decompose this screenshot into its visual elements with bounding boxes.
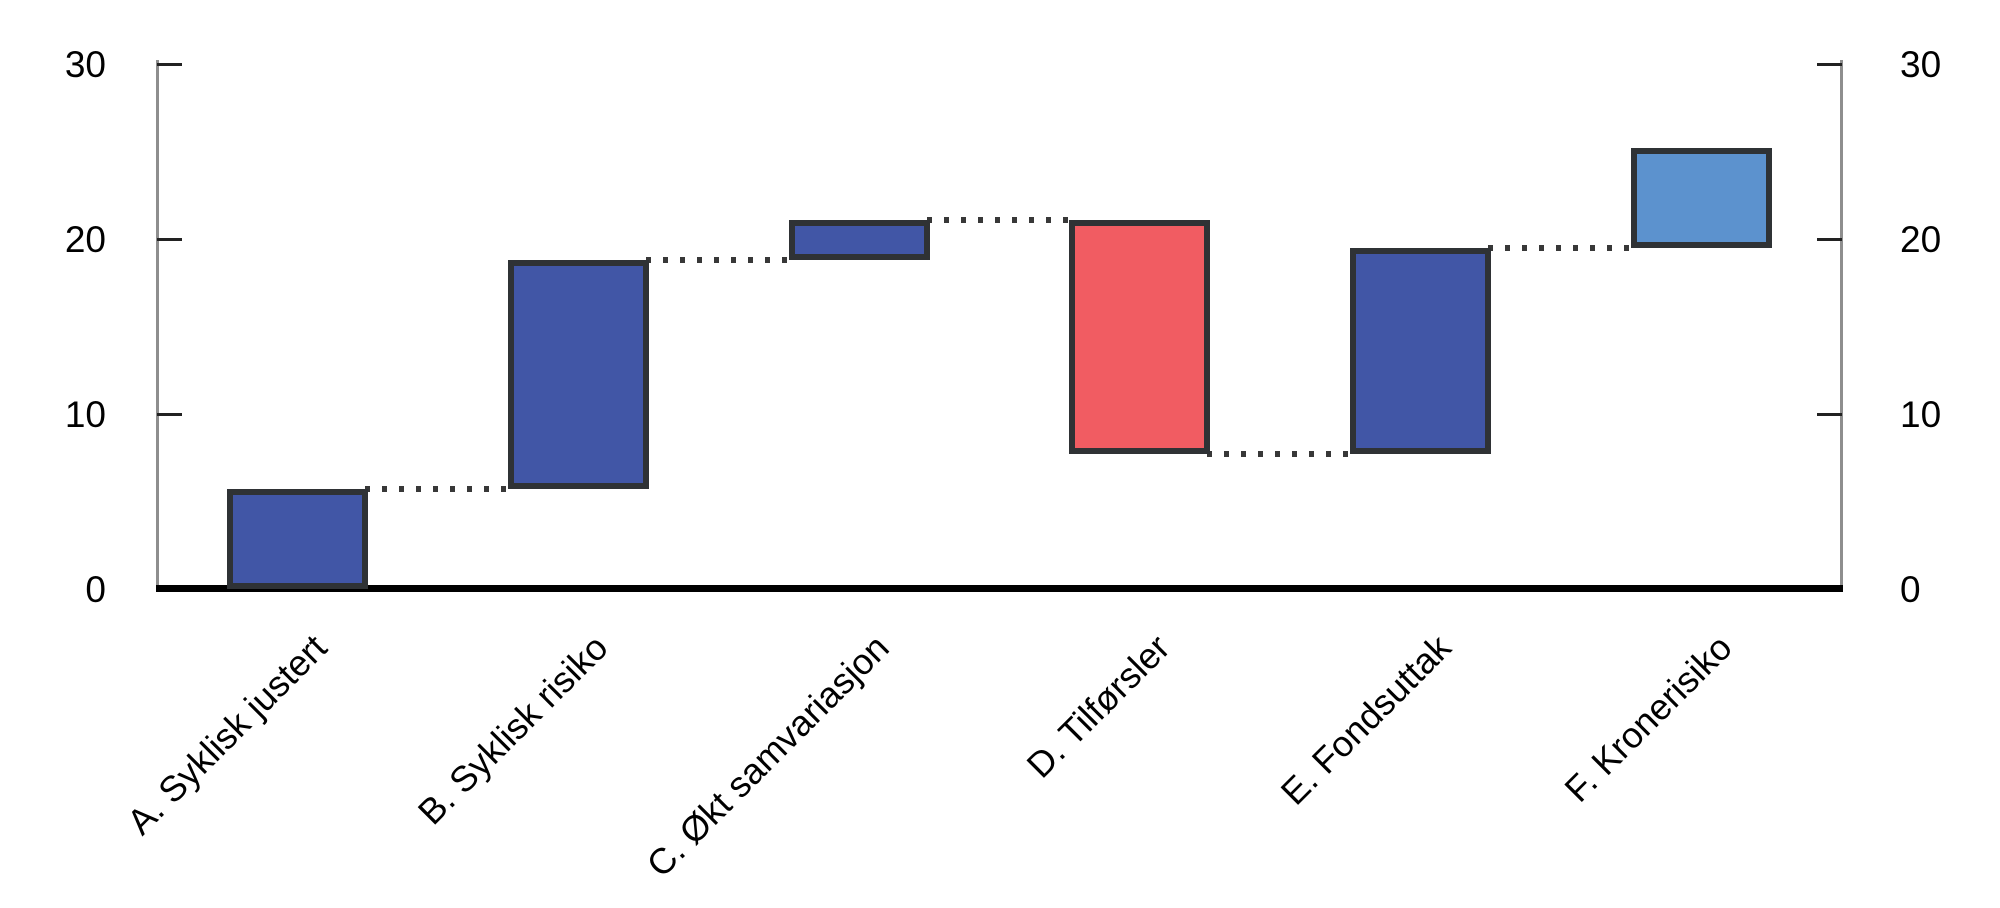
x-axis-baseline (156, 585, 1843, 592)
x-axis-label-f: F. Kronerisiko (1555, 626, 1740, 810)
bar-f-total (1631, 148, 1773, 248)
waterfall-connector-3 (926, 216, 1073, 223)
bar-e-increase (1350, 247, 1492, 455)
y-axis-tick-left-20 (157, 238, 182, 241)
bar-d-decrease (1069, 219, 1211, 455)
waterfall-connector-4 (1207, 451, 1354, 458)
y-tick-label-right-0: 0 (1900, 569, 1921, 610)
bar-c-increase (788, 219, 930, 260)
x-axis-label-d: D. Tilførsler (1018, 626, 1178, 786)
y-tick-label-right-20: 20 (1900, 219, 1942, 260)
y-tick-label-right-30: 30 (1900, 44, 1942, 85)
y-tick-label-left-30: 30 (64, 44, 106, 85)
y-tick-label-left-20: 20 (64, 219, 106, 260)
y-tick-label-right-10: 10 (1900, 394, 1942, 435)
x-axis-label-c: C. Økt samvariasjon (638, 626, 897, 885)
waterfall-connector-5 (1488, 244, 1635, 251)
y-axis-tick-left-30 (157, 63, 182, 66)
x-axis-label-e: E. Fondsuttak (1272, 626, 1459, 813)
waterfall-connector-1 (364, 486, 511, 493)
y-axis-tick-right-30 (1817, 63, 1842, 66)
x-axis-label-a: A. Syklisk justert (119, 626, 335, 843)
bar-b-increase (507, 260, 649, 490)
y-axis-tick-right-10 (1817, 413, 1842, 416)
x-axis-label-b: B. Syklisk risiko (410, 626, 616, 833)
bar-a-increase (226, 489, 368, 589)
waterfall-connector-2 (645, 257, 792, 263)
y-axis-tick-right-20 (1817, 238, 1842, 241)
y-tick-label-left-0: 0 (85, 569, 106, 610)
y-axis-line-left (156, 60, 159, 592)
y-tick-label-left-10: 10 (64, 394, 106, 435)
y-axis-tick-left-10 (157, 413, 182, 416)
y-axis-line-right (1840, 60, 1843, 592)
